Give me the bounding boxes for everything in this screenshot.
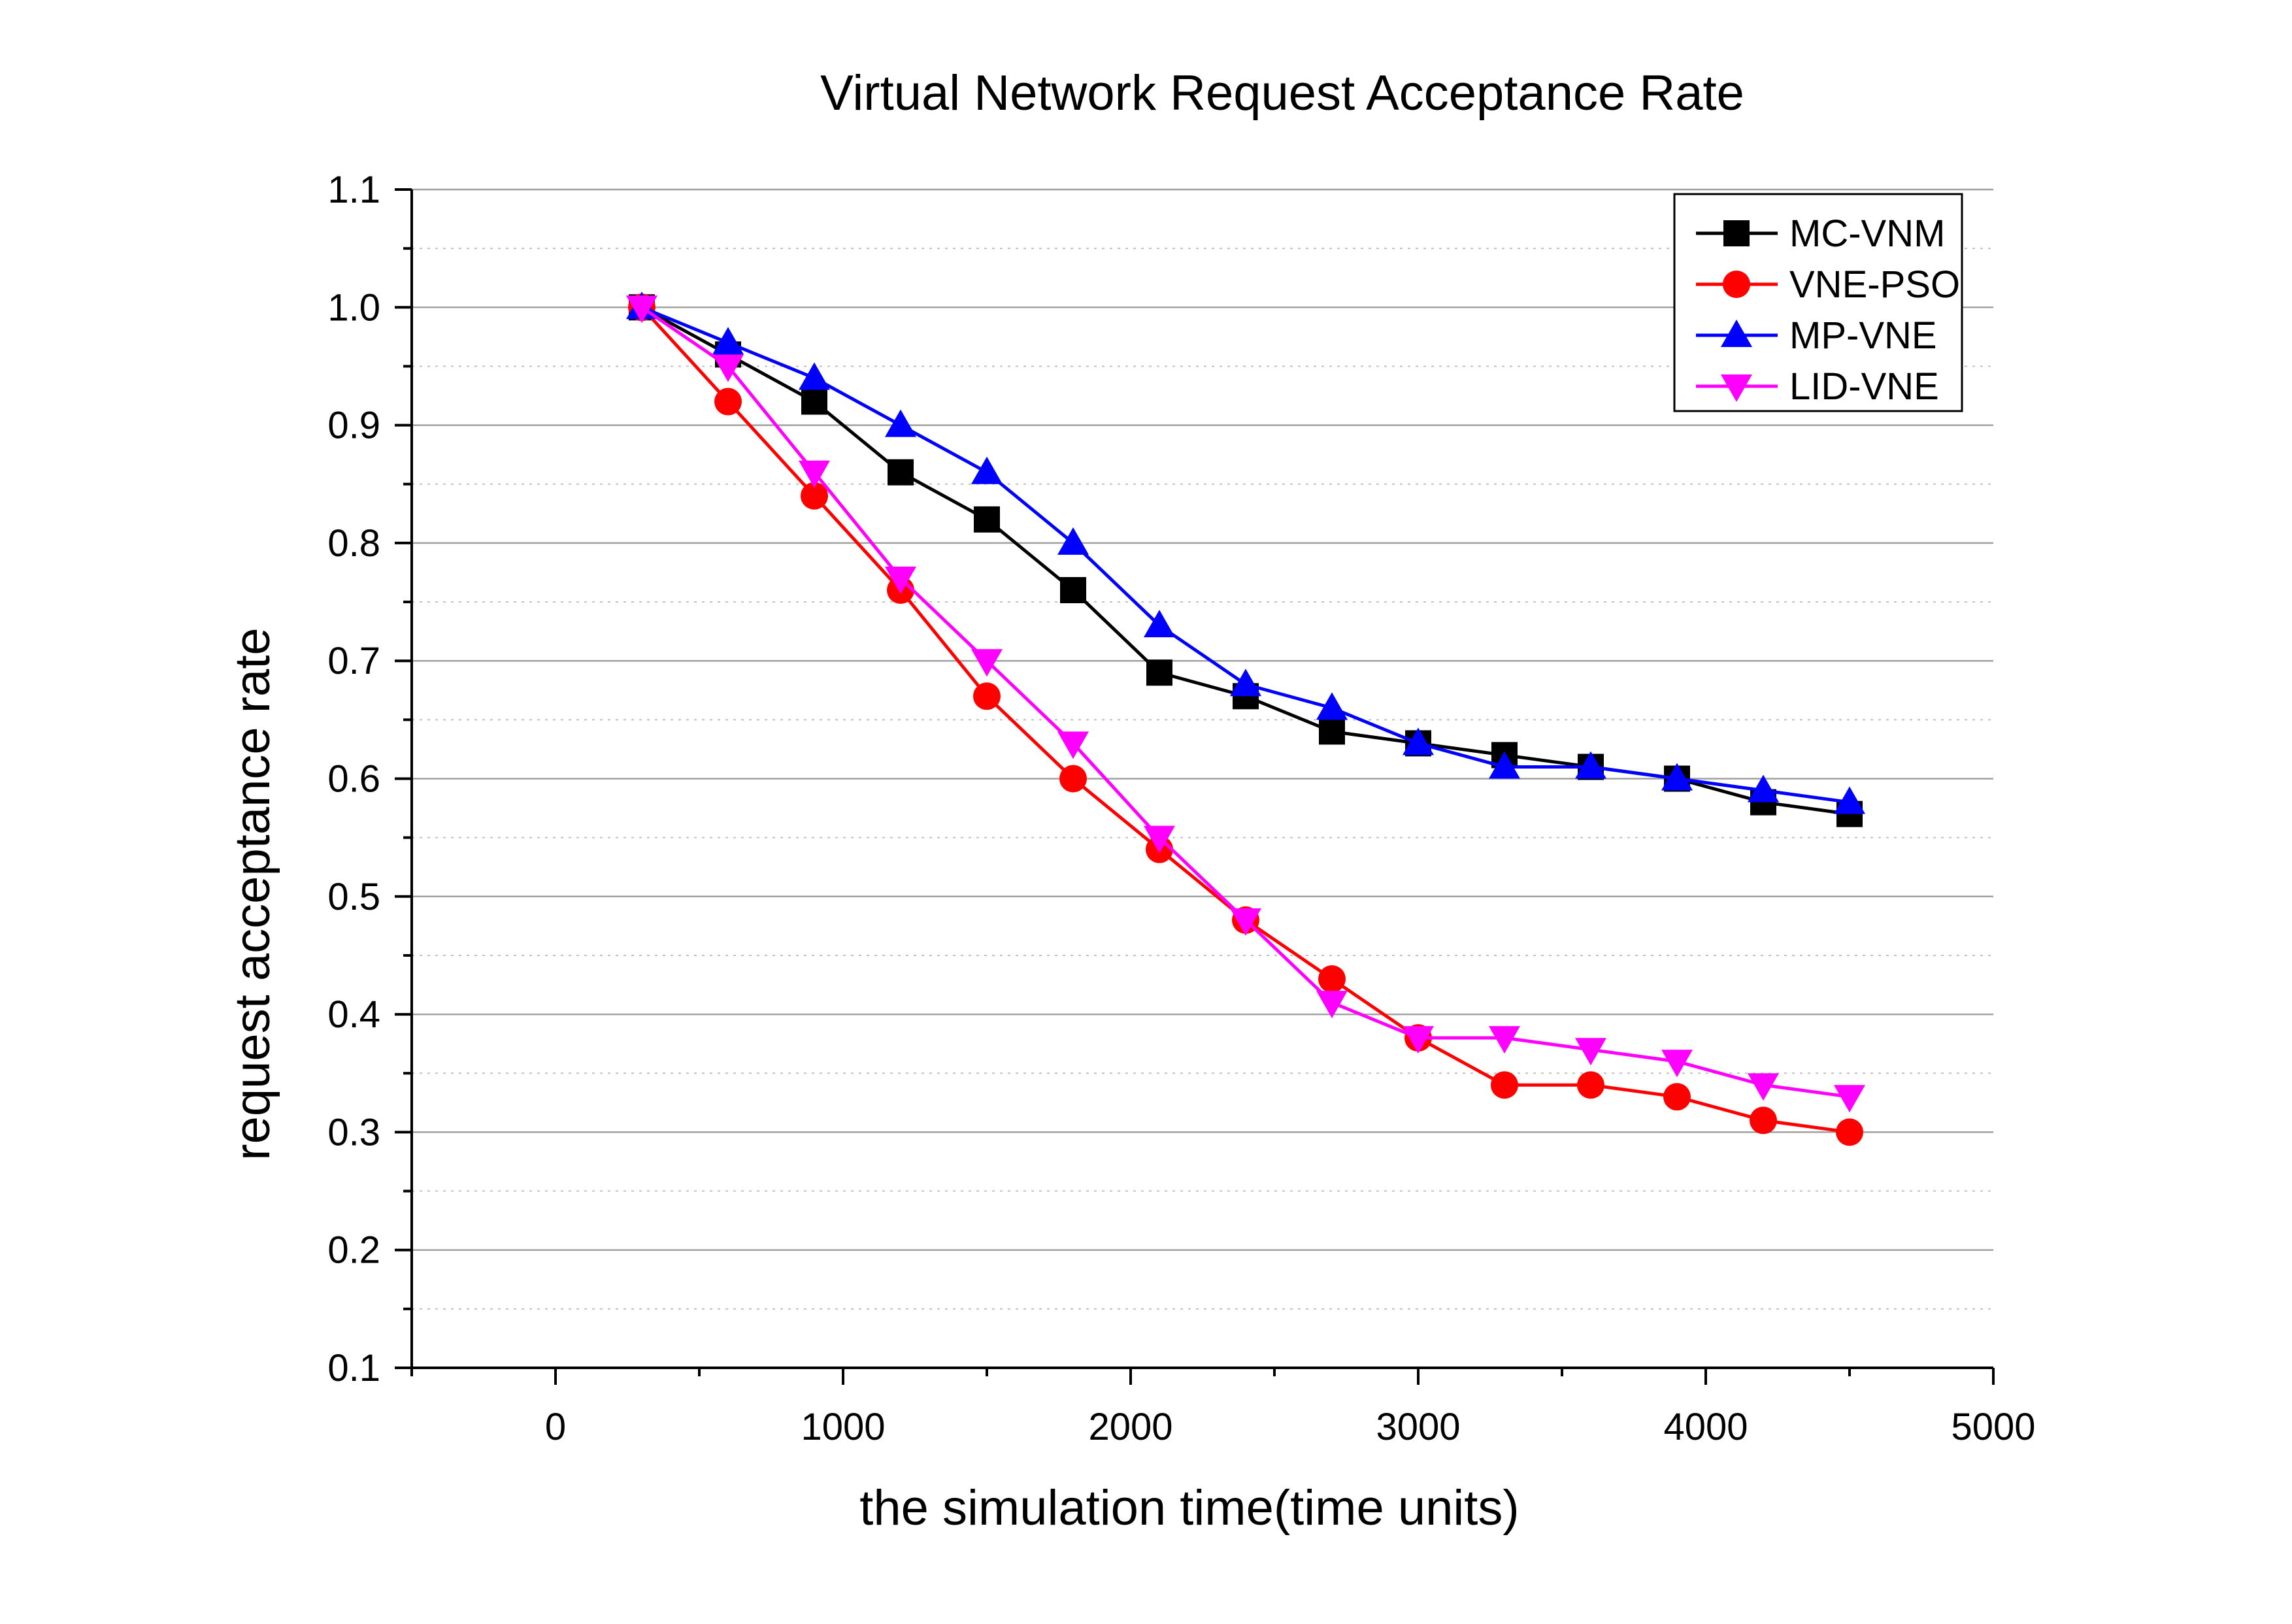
data-point-vne-pso bbox=[1491, 1071, 1518, 1099]
chart-title: Virtual Network Request Acceptance Rate bbox=[820, 65, 1744, 121]
x-tick-label: 5000 bbox=[1951, 1406, 2035, 1448]
y-tick-label: 0.1 bbox=[327, 1347, 380, 1389]
data-point-lid-vne bbox=[971, 649, 1003, 677]
data-point-lid-vne bbox=[1144, 825, 1175, 853]
y-axis-label: request acceptance rate bbox=[225, 627, 280, 1160]
data-point-lid-vne bbox=[1489, 1026, 1520, 1054]
data-point-vne-pso bbox=[1577, 1071, 1604, 1099]
legend-label-mc-vnm: MC-VNM bbox=[1789, 212, 1945, 255]
y-tick-label: 1.1 bbox=[327, 169, 380, 211]
data-point-lid-vne bbox=[1834, 1085, 1865, 1113]
data-point-lid-vne bbox=[1403, 1026, 1434, 1054]
data-point-mc-vnm bbox=[1146, 659, 1172, 686]
data-point-mc-vnm bbox=[1319, 718, 1345, 745]
data-point-vne-pso bbox=[1663, 1083, 1691, 1111]
data-point-lid-vne bbox=[799, 460, 830, 488]
data-point-mp-vne bbox=[1489, 751, 1520, 779]
data-point-vne-pso bbox=[1836, 1118, 1863, 1146]
x-tick-label: 4000 bbox=[1663, 1406, 1748, 1448]
data-point-mp-vne bbox=[1403, 727, 1434, 755]
y-tick-label: 0.9 bbox=[327, 405, 380, 447]
data-point-lid-vne bbox=[1661, 1050, 1693, 1078]
x-tick-label: 2000 bbox=[1088, 1406, 1172, 1448]
y-tick-label: 1.0 bbox=[327, 286, 380, 329]
x-tick-label: 0 bbox=[545, 1406, 566, 1448]
y-tick-label: 0.8 bbox=[327, 522, 380, 565]
x-tick-label: 1000 bbox=[801, 1406, 885, 1448]
legend: MC-VNM VNE-PSO MP-VNE LID-VNE bbox=[1673, 193, 1963, 412]
data-point-mp-vne bbox=[1748, 774, 1779, 803]
data-point-mp-vne bbox=[1575, 751, 1606, 779]
y-tick-label: 0.6 bbox=[327, 758, 380, 801]
data-point-lid-vne bbox=[1316, 991, 1348, 1019]
data-point-mp-vne bbox=[885, 409, 916, 437]
y-tick-label: 0.2 bbox=[327, 1229, 380, 1272]
y-tick-label: 0.5 bbox=[327, 876, 380, 918]
legend-marker-mp-vne bbox=[1721, 320, 1752, 347]
data-point-mp-vne bbox=[1057, 527, 1089, 555]
data-point-mc-vnm bbox=[974, 506, 1000, 533]
data-point-mp-vne bbox=[1230, 669, 1261, 697]
data-point-vne-pso bbox=[1750, 1106, 1777, 1135]
legend-marker-lid-vne bbox=[1721, 374, 1752, 402]
series-lid-vne bbox=[626, 295, 1865, 1113]
data-point-vne-pso bbox=[714, 388, 742, 416]
data-point-lid-vne bbox=[1575, 1038, 1606, 1066]
x-axis-label: the simulation time(time units) bbox=[859, 1480, 1519, 1536]
data-point-vne-pso bbox=[801, 482, 828, 510]
data-point-lid-vne bbox=[1748, 1073, 1779, 1101]
data-point-vne-pso bbox=[973, 682, 1001, 710]
data-point-lid-vne bbox=[1057, 731, 1089, 759]
y-tick-label: 0.3 bbox=[327, 1111, 380, 1153]
series-layer bbox=[626, 291, 1865, 1146]
data-point-mc-vnm bbox=[801, 388, 827, 415]
legend-entries: MC-VNM VNE-PSO MP-VNE LID-VNE bbox=[1696, 212, 1960, 408]
data-point-mp-vne bbox=[799, 362, 830, 390]
data-point-lid-vne bbox=[712, 354, 744, 382]
data-point-vne-pso bbox=[1059, 765, 1087, 793]
data-point-vne-pso bbox=[1318, 965, 1346, 993]
legend-marker-vne-pso bbox=[1723, 271, 1750, 298]
data-point-lid-vne bbox=[1230, 908, 1261, 936]
data-point-mc-vnm bbox=[888, 459, 914, 486]
data-point-mc-vnm bbox=[1060, 577, 1086, 604]
data-point-lid-vne bbox=[885, 566, 916, 594]
y-tick-label: 0.4 bbox=[327, 993, 380, 1036]
legend-label-vne-pso: VNE-PSO bbox=[1789, 263, 1960, 306]
data-point-mp-vne bbox=[971, 456, 1003, 484]
data-point-mp-vne bbox=[712, 327, 744, 355]
data-point-lid-vne bbox=[626, 295, 657, 323]
axis-layer: 0.1 0.2 0.3 0.4 0.5 0.6 0.7 0.8 0.9 1.0 1.1 0 1000 20… bbox=[327, 169, 2035, 1448]
data-point-mp-vne bbox=[1316, 692, 1348, 720]
legend-marker-mc-vnm bbox=[1723, 220, 1750, 246]
data-point-mp-vne bbox=[1661, 763, 1693, 791]
legend-label-mp-vne: MP-VNE bbox=[1789, 314, 1937, 357]
y-tick-label: 0.7 bbox=[327, 640, 380, 682]
data-point-mp-vne bbox=[1834, 786, 1865, 814]
x-tick-label: 3000 bbox=[1376, 1406, 1460, 1448]
legend-label-lid-vne: LID-VNE bbox=[1789, 365, 1939, 408]
data-point-mp-vne bbox=[1144, 610, 1175, 638]
